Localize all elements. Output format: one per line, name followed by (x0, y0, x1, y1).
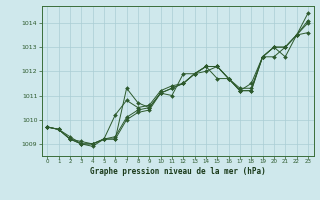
X-axis label: Graphe pression niveau de la mer (hPa): Graphe pression niveau de la mer (hPa) (90, 167, 266, 176)
